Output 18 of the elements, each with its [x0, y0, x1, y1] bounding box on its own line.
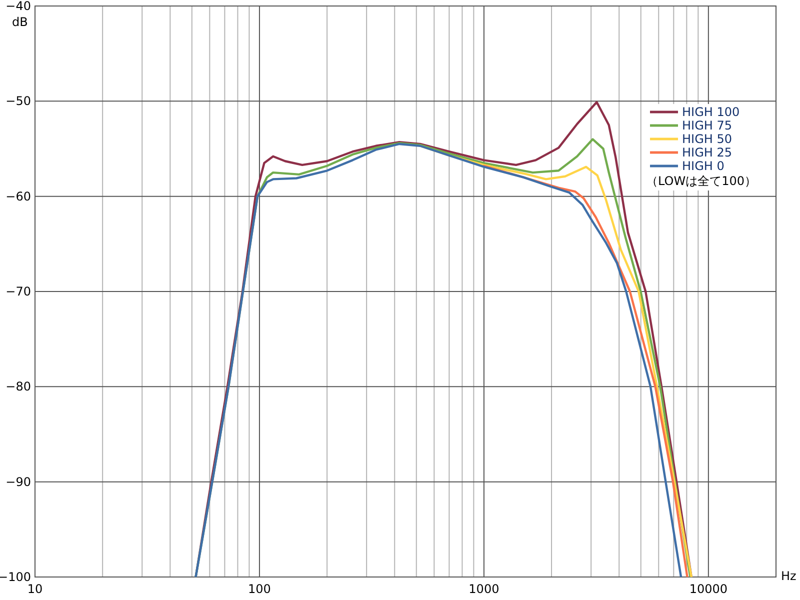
x-tick-label: 10	[27, 582, 43, 596]
legend-label: HIGH 75	[682, 118, 732, 132]
annotation: （LOWは全て100）	[646, 174, 756, 188]
x-tick-label: 100	[248, 582, 271, 596]
y-tick-label: −50	[6, 94, 31, 108]
legend-label: HIGH 100	[682, 105, 740, 119]
x-tick-label: 1000	[468, 582, 500, 596]
y-tick-label: −90	[6, 474, 31, 489]
x-tick-label: 10000	[689, 582, 728, 596]
legend-label: HIGH 25	[682, 146, 732, 160]
y-tick-label: −70	[6, 284, 31, 298]
x-axis-title: Hz	[781, 569, 796, 583]
legend-label: HIGH 50	[682, 132, 732, 146]
y-tick-label: −40	[6, 0, 31, 13]
y-axis-title: dB	[12, 15, 28, 29]
legend-label: HIGH 0	[682, 159, 724, 173]
y-tick-label: −60	[6, 189, 31, 204]
y-tick-label: −80	[6, 380, 31, 394]
